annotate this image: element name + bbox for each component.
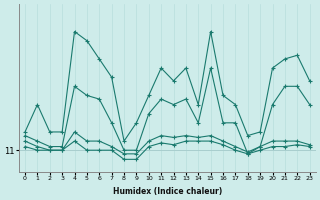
X-axis label: Humidex (Indice chaleur): Humidex (Indice chaleur) (113, 187, 222, 196)
